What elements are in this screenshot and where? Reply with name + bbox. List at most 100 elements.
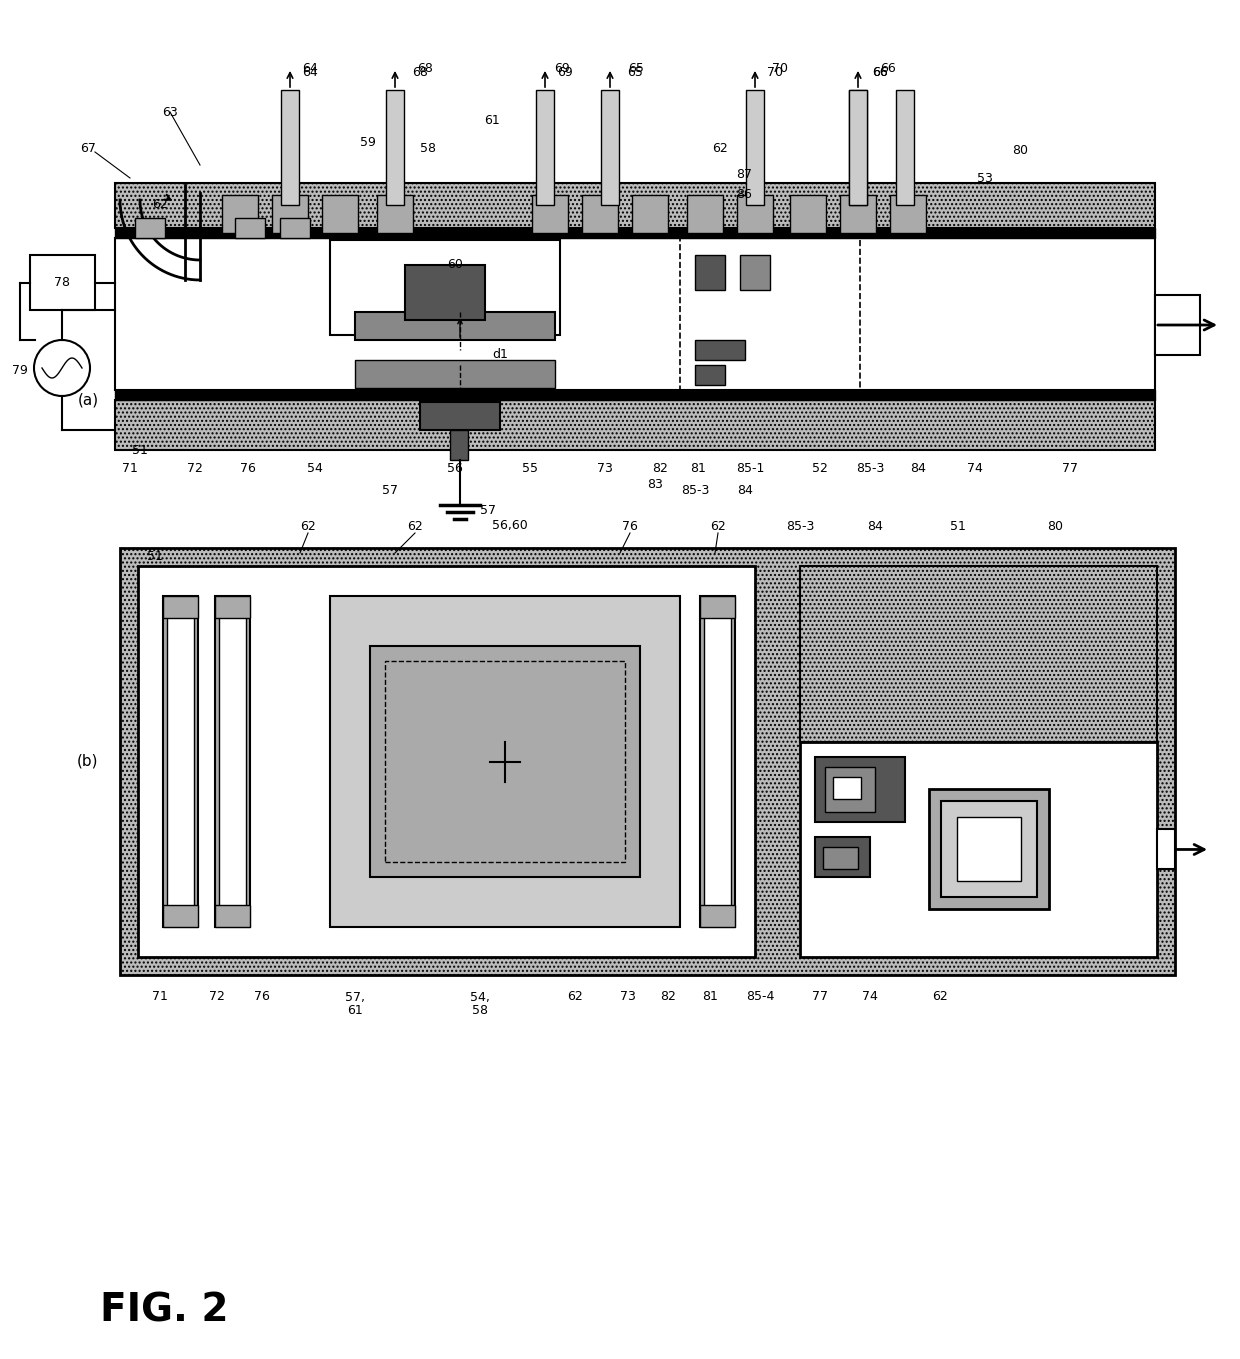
Bar (236, 217, 265, 238)
Bar (890, 194, 926, 232)
Text: 53: 53 (977, 171, 993, 185)
Bar (222, 194, 258, 232)
Text: 51: 51 (950, 519, 966, 533)
Text: 73: 73 (598, 462, 613, 474)
Text: 84: 84 (910, 462, 926, 474)
Text: 85-3: 85-3 (856, 462, 884, 474)
Text: 85-4: 85-4 (745, 991, 774, 1003)
Text: 51: 51 (133, 443, 148, 457)
Bar (956, 818, 1021, 882)
Bar (800, 565, 1157, 742)
Bar (849, 90, 867, 205)
Text: 74: 74 (967, 462, 983, 474)
Text: 62: 62 (153, 198, 167, 212)
Text: 54,: 54, (470, 991, 490, 1003)
Bar (281, 90, 299, 205)
Text: 56: 56 (448, 462, 463, 474)
Text: 82: 82 (660, 991, 676, 1003)
Bar (940, 802, 1037, 897)
Bar (849, 90, 867, 205)
Text: 80: 80 (1047, 519, 1063, 533)
Text: 80: 80 (1012, 144, 1028, 156)
Bar (680, 238, 861, 393)
Bar (833, 777, 861, 799)
Text: 52: 52 (812, 462, 828, 474)
Circle shape (33, 340, 91, 395)
Bar (839, 194, 875, 232)
Text: 67: 67 (81, 141, 95, 155)
Bar (377, 194, 413, 232)
Bar (120, 548, 1176, 974)
Text: 59: 59 (360, 136, 376, 148)
Text: 66: 66 (872, 65, 888, 79)
Text: 62: 62 (300, 519, 316, 533)
Bar (215, 597, 250, 927)
Text: 77: 77 (812, 991, 828, 1003)
Text: d1: d1 (492, 348, 508, 361)
Bar (746, 90, 764, 205)
Bar (601, 90, 619, 205)
Bar (897, 90, 914, 205)
Text: 79: 79 (12, 363, 29, 376)
Text: 58: 58 (472, 1003, 489, 1017)
Bar (115, 238, 1154, 390)
Text: 60: 60 (448, 258, 463, 272)
Text: 63: 63 (162, 106, 177, 118)
Text: (a): (a) (77, 393, 98, 408)
Bar (272, 194, 308, 232)
Bar (115, 390, 1154, 400)
Text: FIG. 2: FIG. 2 (100, 1291, 228, 1329)
Text: 87: 87 (737, 169, 751, 182)
Bar (330, 241, 560, 336)
Text: 62: 62 (712, 141, 728, 155)
Bar (737, 194, 773, 232)
Text: 72: 72 (210, 991, 224, 1003)
Text: 65: 65 (629, 61, 644, 75)
Text: 58: 58 (420, 141, 436, 155)
Bar (815, 757, 905, 822)
Text: 84: 84 (867, 519, 883, 533)
Bar (162, 597, 198, 927)
Text: 84: 84 (737, 484, 753, 496)
Text: 72: 72 (187, 462, 203, 474)
Text: 55: 55 (522, 462, 538, 474)
Text: 73: 73 (620, 991, 636, 1003)
Bar (280, 217, 310, 238)
Text: 85-3: 85-3 (681, 484, 709, 496)
Text: 65: 65 (627, 65, 642, 79)
Text: 57,: 57, (345, 991, 365, 1003)
Text: 82: 82 (652, 462, 668, 474)
Bar (405, 265, 485, 319)
Bar (215, 905, 250, 927)
Bar (536, 90, 554, 205)
Text: 66: 66 (872, 65, 888, 79)
Bar (825, 766, 875, 811)
Bar (355, 313, 556, 340)
Bar (162, 905, 198, 927)
Bar (694, 366, 725, 385)
Text: 61: 61 (484, 114, 500, 126)
Text: 70: 70 (773, 61, 787, 75)
Text: 54: 54 (308, 462, 322, 474)
Bar (215, 597, 250, 618)
Bar (701, 597, 735, 927)
Bar (687, 194, 723, 232)
Text: 66: 66 (880, 61, 895, 75)
Text: 78: 78 (55, 276, 69, 289)
Bar (1154, 295, 1200, 355)
Bar (694, 340, 745, 360)
Bar (701, 905, 735, 927)
Text: 74: 74 (862, 991, 878, 1003)
Text: 70: 70 (768, 65, 782, 79)
Bar (740, 255, 770, 289)
Bar (322, 194, 358, 232)
Bar (582, 194, 618, 232)
Bar (704, 601, 732, 923)
Text: 64: 64 (303, 65, 317, 79)
Text: 62: 62 (407, 519, 423, 533)
Bar (823, 847, 858, 868)
Bar (370, 646, 640, 877)
Bar (929, 790, 1049, 909)
Bar (135, 217, 165, 238)
Text: 69: 69 (554, 61, 570, 75)
